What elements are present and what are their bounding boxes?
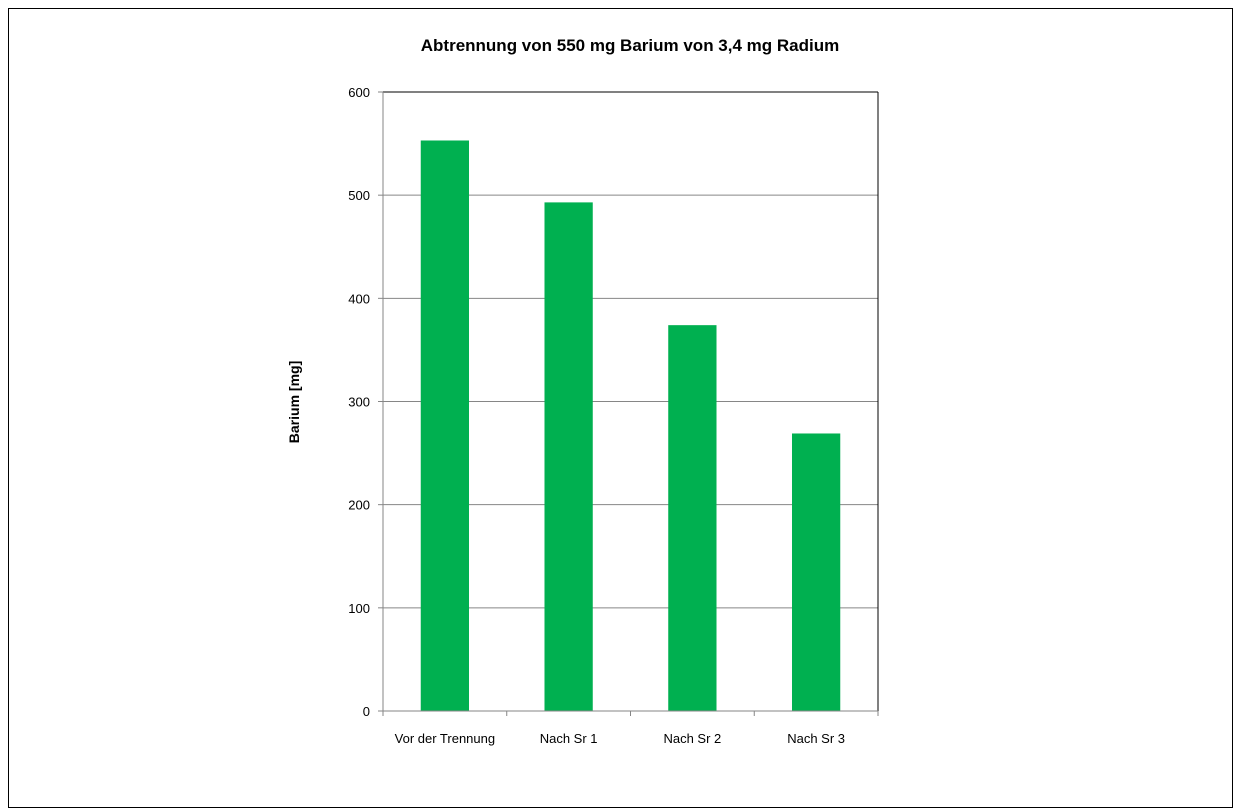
y-axis-label: Barium [mg] bbox=[286, 361, 302, 443]
y-tick-label: 500 bbox=[348, 188, 370, 203]
axes bbox=[378, 91, 879, 716]
x-tick-label: Nach Sr 2 bbox=[663, 731, 721, 746]
y-tick-label: 600 bbox=[348, 85, 370, 100]
bar bbox=[420, 140, 470, 711]
bar bbox=[544, 202, 593, 711]
bar bbox=[791, 433, 841, 711]
y-tick-labels: 0 100 200 300 400 500 600 bbox=[348, 85, 370, 719]
x-tick-label: Nach Sr 1 bbox=[540, 731, 598, 746]
x-tick-labels: Vor der Trennung Nach Sr 1 Nach Sr 2 Nach S… bbox=[395, 731, 845, 746]
chart-title: Abtrennung von 550 mg Barium von 3,4 mg … bbox=[421, 36, 839, 55]
x-tick-label: Nach Sr 3 bbox=[787, 731, 845, 746]
y-tick-label: 200 bbox=[348, 498, 370, 513]
y-tick-label: 300 bbox=[348, 395, 370, 410]
bar-chart: Abtrennung von 550 mg Barium von 3,4 mg … bbox=[286, 36, 879, 746]
bars bbox=[420, 140, 841, 711]
y-tick-label: 0 bbox=[363, 704, 370, 719]
y-tick-label: 100 bbox=[348, 601, 370, 616]
bar bbox=[668, 325, 717, 711]
x-tick-label: Vor der Trennung bbox=[395, 731, 495, 746]
y-tick-label: 400 bbox=[348, 291, 370, 306]
